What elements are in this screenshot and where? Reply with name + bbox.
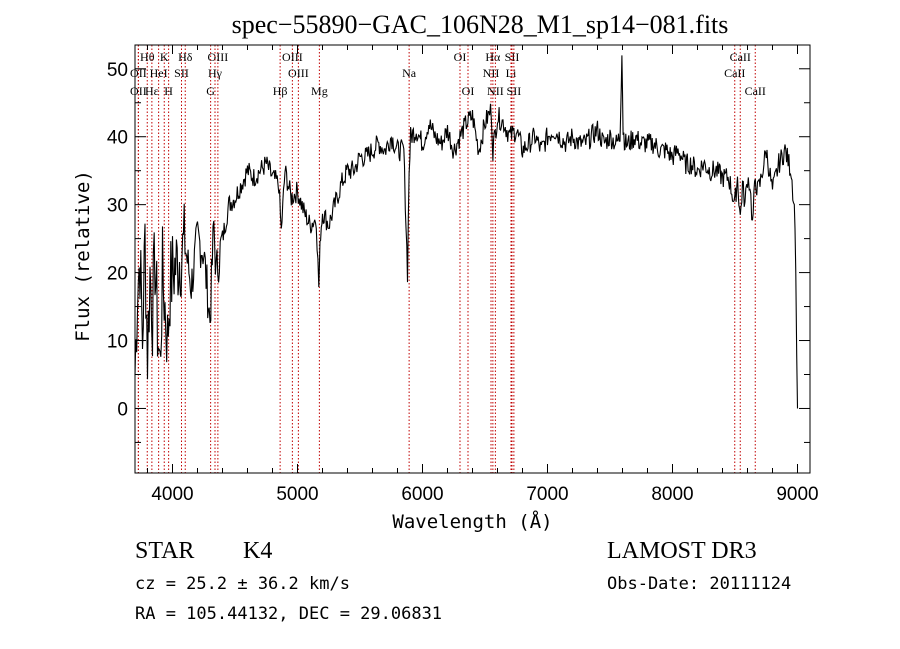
y-tick-label-50: 50 [107, 60, 128, 81]
y-axis-label: Flux (relative) [72, 170, 94, 342]
line-label-6: H [164, 84, 173, 98]
line-label-5: K [160, 50, 169, 64]
line-label-3: Hε [145, 84, 159, 98]
line-label-2: OII [130, 84, 147, 98]
y-tick-label-40: 40 [107, 128, 128, 149]
x-axis-label: Wavelength (Å) [392, 511, 553, 533]
object-subclass: K4 [243, 538, 273, 564]
y-tick-label-0: 0 [117, 399, 128, 420]
x-tick-label-9000: 9000 [776, 484, 818, 505]
line-label-20: NII [483, 66, 500, 80]
line-label-14: OIII [288, 66, 309, 80]
line-label-10: Hγ [208, 66, 223, 80]
line-label-15: Mg [311, 84, 328, 98]
x-tick-label-4000: 4000 [151, 484, 193, 505]
x-tick-label-6000: 6000 [401, 484, 443, 505]
object-class: STAR [135, 538, 195, 564]
line-label-23: Li [506, 66, 517, 80]
line-label-16: Na [402, 66, 417, 80]
line-label-18: OI [462, 84, 475, 98]
x-tick-label-5000: 5000 [276, 484, 318, 505]
y-tick-label-30: 30 [107, 196, 128, 217]
line-label-24: SII [507, 84, 522, 98]
line-label-4: HeI [150, 66, 168, 80]
survey-name: LAMOST DR3 [607, 538, 757, 564]
obs-date: Obs-Date: 20111124 [607, 574, 792, 594]
y-tick-label-20: 20 [107, 264, 128, 285]
line-label-12: Hβ [273, 84, 288, 98]
line-label-13: OIII [282, 50, 303, 64]
line-label-7: SII [174, 66, 189, 80]
x-tick-label-8000: 8000 [651, 484, 693, 505]
coordinates: RA = 105.44132, DEC = 29.06831 [135, 604, 443, 624]
line-label-27: CaII [745, 84, 766, 98]
chart-title: spec−55890−GAC_106N28_M1_sp14−081.fits [231, 10, 729, 39]
plot-frame [134, 44, 811, 474]
line-label-9: OIII [208, 50, 229, 64]
spectrum-line [134, 55, 799, 409]
line-label-17: OI [454, 50, 467, 64]
line-label-19: Hα [485, 50, 501, 64]
line-label-8: Hδ [178, 50, 193, 64]
y-tick-label-10: 10 [107, 332, 128, 353]
x-tick-label-7000: 7000 [526, 484, 568, 505]
redshift-info: cz = 25.2 ± 36.2 km/s [135, 574, 350, 594]
line-label-11: G [206, 84, 215, 98]
line-label-22: SII [505, 50, 520, 64]
line-label-25: CaII [730, 50, 751, 64]
line-label-0: Hθ [140, 50, 155, 64]
line-label-21: NII [487, 84, 504, 98]
line-label-26: CaII [724, 66, 745, 80]
